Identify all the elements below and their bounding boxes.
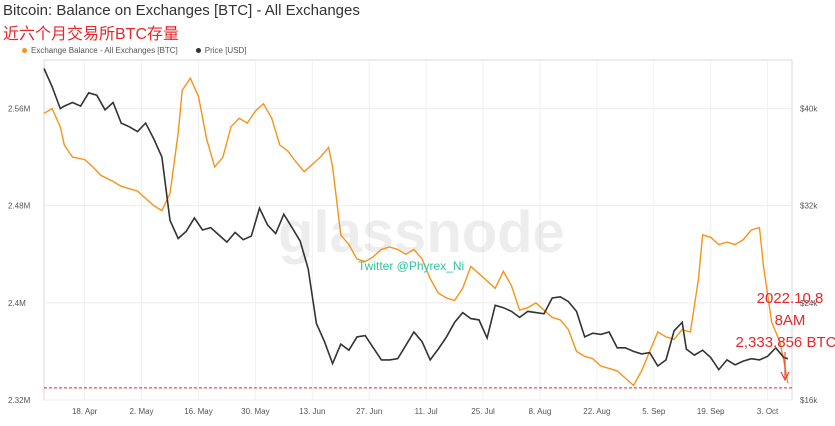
x-tick-label: 3. Oct	[757, 407, 779, 416]
series-line-price[interactable]	[43, 68, 789, 371]
legend-swatch-price	[195, 48, 201, 53]
x-tick-label: 25. Jul	[471, 407, 495, 416]
x-tick-label: 27. Jun	[356, 407, 382, 416]
legend-label-exchange-balance: Exchange Balance - All Exchanges [BTC]	[31, 46, 178, 55]
watermark-text: glassnode	[278, 200, 565, 265]
y-left-axis: 2.32M 2.4M 2.48M 2.56M	[8, 105, 31, 405]
grid	[44, 60, 792, 401]
x-axis: 18. Apr 2. May 16. May 30. May 13. Jun 27. Ju…	[72, 407, 779, 416]
annotation-date: 2022.10.8	[757, 290, 824, 307]
y-left-tick-label: 2.32M	[8, 396, 31, 405]
x-tick-label: 13. Jun	[299, 407, 325, 416]
x-tick-label: 19. Sep	[697, 407, 725, 416]
legend-item-price[interactable]: Price [USD]	[195, 46, 247, 55]
series-line-exchange-balance[interactable]	[43, 76, 789, 387]
y-right-tick-label: $16k	[800, 396, 818, 405]
x-tick-label: 8. Aug	[529, 407, 552, 416]
x-tick-label: 11. Jul	[415, 407, 438, 416]
y-right-tick-label: $32k	[800, 202, 818, 211]
x-tick-label: 2. May	[130, 407, 154, 416]
chart-title: Bitcoin: Balance on Exchanges [BTC] - Al…	[3, 2, 360, 19]
y-left-tick-label: 2.56M	[8, 105, 31, 114]
y-right-tick-label: $40k	[800, 105, 818, 114]
legend-label-price: Price [USD]	[204, 46, 247, 55]
y-left-tick-label: 2.4M	[8, 299, 26, 308]
x-tick-label: 5. Sep	[642, 407, 666, 416]
legend-item-exchange-balance[interactable]: Exchange Balance - All Exchanges [BTC]	[22, 46, 178, 55]
legend-swatch-exchange-balance	[22, 48, 27, 53]
annotation-value: 2,333,856 BTC	[736, 334, 835, 351]
chart-subtitle: 近六个月交易所BTC存量	[3, 26, 180, 43]
x-tick-label: 16. May	[184, 407, 212, 416]
x-tick-label: 30. May	[241, 407, 269, 416]
x-tick-label: 22. Aug	[583, 407, 610, 416]
y-right-tick-label: $24k	[800, 299, 818, 308]
legend: Exchange Balance - All Exchanges [BTC] P…	[22, 46, 247, 55]
twitter-handle: Twitter @Phyrex_Ni	[358, 259, 464, 273]
annotation-time: 8AM	[775, 312, 806, 329]
y-left-tick-label: 2.48M	[8, 202, 31, 211]
x-tick-label: 18. Apr	[72, 407, 98, 416]
y-right-axis: $16k $24k $32k $40k	[800, 105, 818, 405]
annotation-arrow-head	[780, 371, 790, 382]
